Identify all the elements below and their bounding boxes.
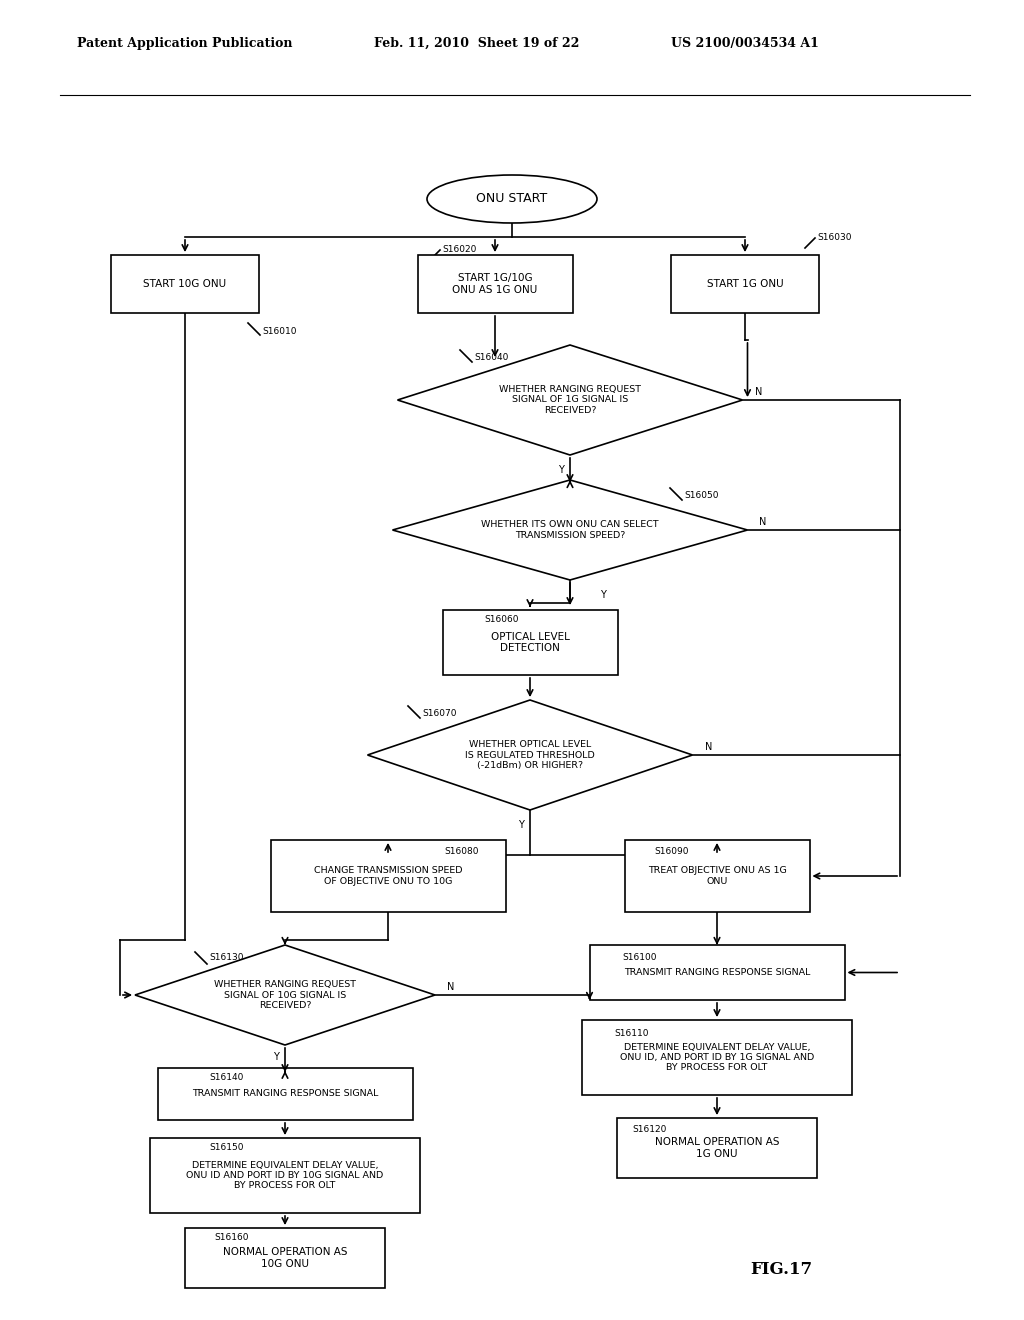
FancyBboxPatch shape bbox=[442, 610, 617, 675]
Text: S16120: S16120 bbox=[632, 1126, 667, 1134]
Text: NORMAL OPERATION AS
1G ONU: NORMAL OPERATION AS 1G ONU bbox=[654, 1138, 779, 1159]
Text: S16050: S16050 bbox=[684, 491, 719, 499]
Text: Y: Y bbox=[518, 820, 524, 830]
Text: WHETHER RANGING REQUEST
SIGNAL OF 1G SIGNAL IS
RECEIVED?: WHETHER RANGING REQUEST SIGNAL OF 1G SIG… bbox=[499, 385, 641, 414]
Ellipse shape bbox=[427, 176, 597, 223]
Text: CHANGE TRANSMISSION SPEED
OF OBJECTIVE ONU TO 10G: CHANGE TRANSMISSION SPEED OF OBJECTIVE O… bbox=[313, 866, 462, 886]
Text: WHETHER OPTICAL LEVEL
IS REGULATED THRESHOLD
(-21dBm) OR HIGHER?: WHETHER OPTICAL LEVEL IS REGULATED THRES… bbox=[465, 741, 595, 770]
FancyBboxPatch shape bbox=[582, 1020, 852, 1096]
Text: Feb. 11, 2010  Sheet 19 of 22: Feb. 11, 2010 Sheet 19 of 22 bbox=[374, 37, 580, 50]
Polygon shape bbox=[135, 945, 435, 1045]
Text: FIG.17: FIG.17 bbox=[750, 1262, 812, 1279]
FancyBboxPatch shape bbox=[418, 255, 572, 313]
Text: ONU START: ONU START bbox=[476, 193, 548, 206]
Text: S16040: S16040 bbox=[474, 352, 508, 362]
Text: START 10G ONU: START 10G ONU bbox=[143, 279, 226, 289]
Text: TREAT OBJECTIVE ONU AS 1G
ONU: TREAT OBJECTIVE ONU AS 1G ONU bbox=[647, 866, 786, 886]
Text: WHETHER ITS OWN ONU CAN SELECT
TRANSMISSION SPEED?: WHETHER ITS OWN ONU CAN SELECT TRANSMISS… bbox=[481, 520, 658, 540]
Text: S16070: S16070 bbox=[422, 709, 457, 718]
Text: TRANSMIT RANGING RESPONSE SIGNAL: TRANSMIT RANGING RESPONSE SIGNAL bbox=[624, 968, 810, 977]
Polygon shape bbox=[397, 345, 742, 455]
FancyBboxPatch shape bbox=[111, 255, 259, 313]
Text: WHETHER RANGING REQUEST
SIGNAL OF 10G SIGNAL IS
RECEIVED?: WHETHER RANGING REQUEST SIGNAL OF 10G SI… bbox=[214, 979, 356, 1010]
Text: N: N bbox=[447, 982, 455, 993]
Polygon shape bbox=[392, 480, 748, 579]
Text: N: N bbox=[705, 742, 712, 752]
Text: S16090: S16090 bbox=[654, 847, 688, 857]
Text: US 2100/0034534 A1: US 2100/0034534 A1 bbox=[671, 37, 818, 50]
Text: Patent Application Publication: Patent Application Publication bbox=[77, 37, 292, 50]
FancyBboxPatch shape bbox=[617, 1118, 817, 1177]
Text: N: N bbox=[760, 517, 767, 527]
Text: S16020: S16020 bbox=[442, 246, 476, 255]
Text: Y: Y bbox=[273, 1052, 279, 1063]
FancyBboxPatch shape bbox=[185, 1228, 385, 1288]
FancyBboxPatch shape bbox=[671, 255, 819, 313]
Text: S16110: S16110 bbox=[614, 1028, 648, 1038]
FancyBboxPatch shape bbox=[270, 840, 506, 912]
Text: TRANSMIT RANGING RESPONSE SIGNAL: TRANSMIT RANGING RESPONSE SIGNAL bbox=[191, 1089, 378, 1098]
Text: S16010: S16010 bbox=[262, 327, 297, 337]
Polygon shape bbox=[368, 700, 692, 810]
Text: NORMAL OPERATION AS
10G ONU: NORMAL OPERATION AS 10G ONU bbox=[223, 1247, 347, 1269]
Text: START 1G ONU: START 1G ONU bbox=[707, 279, 783, 289]
Text: S16150: S16150 bbox=[209, 1143, 244, 1151]
Text: OPTICAL LEVEL
DETECTION: OPTICAL LEVEL DETECTION bbox=[490, 632, 569, 653]
Text: S16130: S16130 bbox=[209, 953, 244, 962]
Text: N: N bbox=[755, 387, 762, 397]
Text: S16060: S16060 bbox=[484, 615, 518, 624]
Text: S16100: S16100 bbox=[622, 953, 656, 961]
Text: S16030: S16030 bbox=[817, 234, 852, 243]
FancyBboxPatch shape bbox=[590, 945, 845, 1001]
Text: S16140: S16140 bbox=[209, 1072, 244, 1081]
FancyBboxPatch shape bbox=[158, 1068, 413, 1119]
Text: Y: Y bbox=[558, 465, 564, 475]
Text: DETERMINE EQUIVALENT DELAY VALUE,
ONU ID, AND PORT ID BY 1G SIGNAL AND
BY PROCES: DETERMINE EQUIVALENT DELAY VALUE, ONU ID… bbox=[620, 1043, 814, 1072]
FancyBboxPatch shape bbox=[150, 1138, 420, 1213]
Text: S16080: S16080 bbox=[444, 847, 478, 857]
Text: S16160: S16160 bbox=[214, 1233, 249, 1242]
FancyBboxPatch shape bbox=[625, 840, 810, 912]
Text: Y: Y bbox=[600, 590, 606, 601]
Text: DETERMINE EQUIVALENT DELAY VALUE,
ONU ID AND PORT ID BY 10G SIGNAL AND
BY PROCES: DETERMINE EQUIVALENT DELAY VALUE, ONU ID… bbox=[186, 1160, 384, 1191]
Text: START 1G/10G
ONU AS 1G ONU: START 1G/10G ONU AS 1G ONU bbox=[453, 273, 538, 294]
